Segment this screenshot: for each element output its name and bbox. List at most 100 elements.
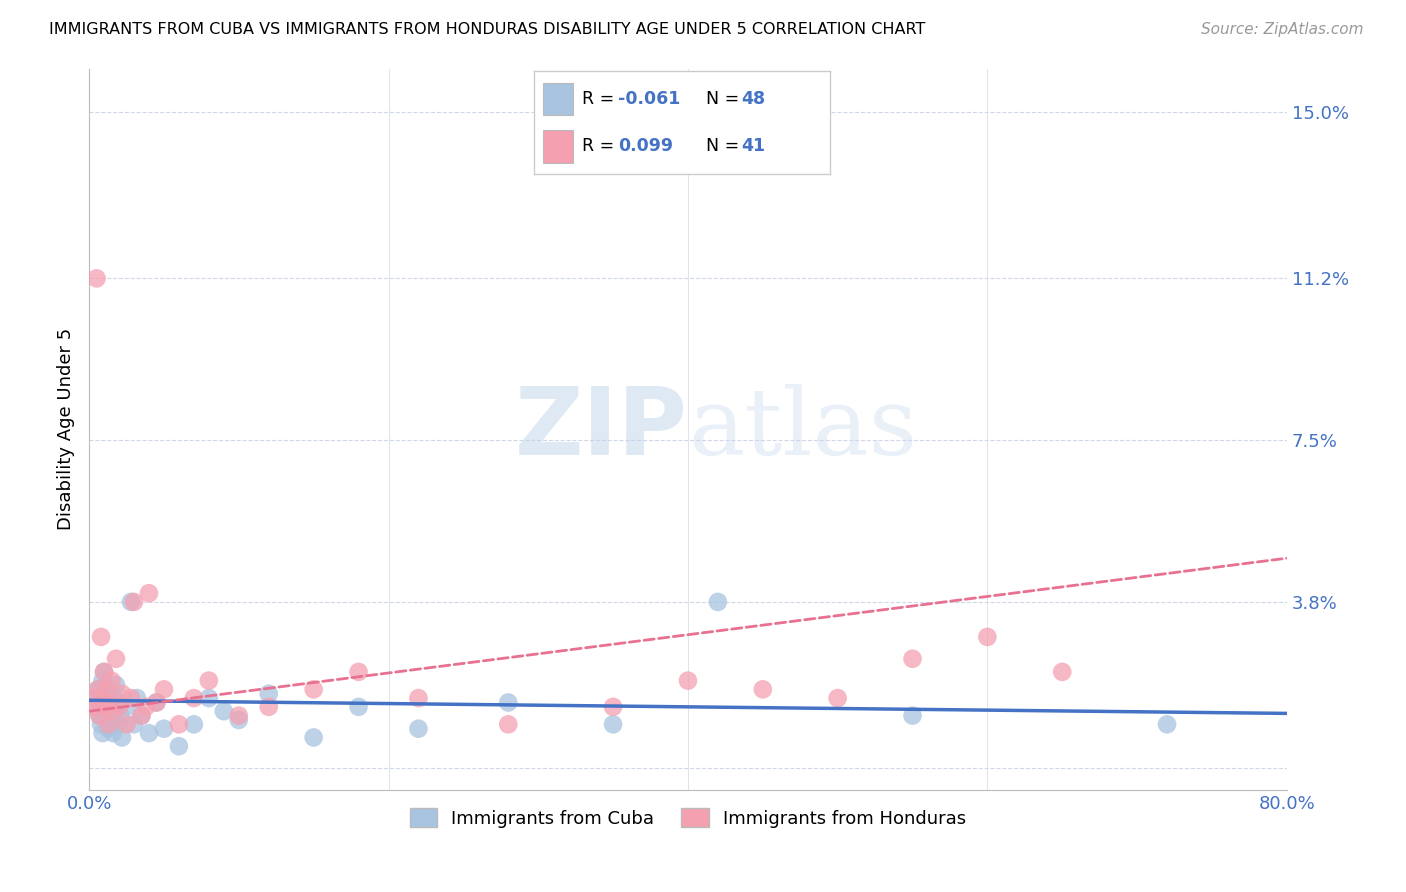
- Point: [145, 696, 167, 710]
- Text: Source: ZipAtlas.com: Source: ZipAtlas.com: [1201, 22, 1364, 37]
- Point: [91, 691, 114, 706]
- Point: [93, 665, 115, 679]
- Bar: [543, 130, 572, 162]
- Bar: [543, 83, 572, 115]
- Legend: Immigrants from Cuba, Immigrants from Honduras: Immigrants from Cuba, Immigrants from Ho…: [402, 801, 973, 835]
- Point: [89, 708, 111, 723]
- Point: [107, 717, 129, 731]
- Point: [105, 652, 128, 666]
- Point: [228, 713, 250, 727]
- Point: [91, 673, 114, 688]
- Point: [198, 691, 221, 706]
- Point: [498, 696, 520, 710]
- Point: [131, 708, 153, 723]
- Text: R =: R =: [582, 90, 619, 108]
- Point: [228, 708, 250, 723]
- Point: [97, 696, 120, 710]
- Point: [103, 704, 125, 718]
- Point: [153, 682, 176, 697]
- Point: [101, 691, 124, 706]
- Point: [257, 687, 280, 701]
- Point: [138, 726, 160, 740]
- Point: [91, 726, 114, 740]
- Text: N =: N =: [706, 90, 744, 108]
- Point: [101, 704, 124, 718]
- Text: -0.061: -0.061: [619, 90, 681, 108]
- Point: [87, 682, 110, 697]
- Point: [97, 717, 120, 731]
- Point: [183, 717, 205, 731]
- Point: [115, 699, 138, 714]
- Point: [498, 717, 520, 731]
- Point: [98, 699, 121, 714]
- Point: [1052, 665, 1074, 679]
- Point: [90, 630, 112, 644]
- Point: [97, 722, 120, 736]
- Point: [1156, 717, 1178, 731]
- Point: [115, 717, 138, 731]
- Text: IMMIGRANTS FROM CUBA VS IMMIGRANTS FROM HONDURAS DISABILITY AGE UNDER 5 CORRELAT: IMMIGRANTS FROM CUBA VS IMMIGRANTS FROM …: [49, 22, 925, 37]
- Point: [105, 678, 128, 692]
- Point: [198, 673, 221, 688]
- Point: [602, 717, 624, 731]
- Point: [100, 687, 122, 701]
- Point: [212, 704, 235, 718]
- Point: [408, 722, 430, 736]
- Point: [707, 595, 730, 609]
- Point: [408, 691, 430, 706]
- Point: [94, 704, 117, 718]
- Point: [167, 739, 190, 754]
- Point: [138, 586, 160, 600]
- Point: [83, 691, 105, 706]
- Point: [183, 691, 205, 706]
- Point: [752, 682, 775, 697]
- Point: [111, 687, 134, 701]
- Point: [302, 682, 325, 697]
- Point: [901, 708, 924, 723]
- Point: [93, 665, 115, 679]
- Point: [84, 699, 107, 714]
- Point: [108, 696, 131, 710]
- Text: 41: 41: [741, 137, 765, 155]
- Text: 48: 48: [741, 90, 765, 108]
- Point: [120, 691, 142, 706]
- Point: [90, 696, 112, 710]
- Point: [122, 595, 145, 609]
- Point: [131, 708, 153, 723]
- Text: 0.099: 0.099: [619, 137, 673, 155]
- Text: atlas: atlas: [688, 384, 917, 475]
- Point: [110, 708, 132, 723]
- Text: R =: R =: [582, 137, 619, 155]
- Point: [135, 699, 157, 714]
- Point: [120, 595, 142, 609]
- Point: [347, 699, 370, 714]
- Point: [125, 691, 148, 706]
- Point: [100, 673, 122, 688]
- Text: N =: N =: [706, 137, 744, 155]
- Text: ZIP: ZIP: [515, 384, 688, 475]
- Point: [98, 696, 121, 710]
- Point: [676, 673, 699, 688]
- Point: [96, 682, 118, 697]
- Point: [602, 699, 624, 714]
- Point: [96, 682, 118, 697]
- Point: [145, 696, 167, 710]
- Point: [108, 699, 131, 714]
- Point: [111, 731, 134, 745]
- Point: [93, 691, 115, 706]
- Point: [257, 699, 280, 714]
- Point: [90, 717, 112, 731]
- Point: [976, 630, 998, 644]
- Point: [86, 271, 108, 285]
- Point: [100, 708, 122, 723]
- Point: [167, 717, 190, 731]
- Point: [347, 665, 370, 679]
- Point: [83, 691, 105, 706]
- Point: [901, 652, 924, 666]
- Point: [89, 708, 111, 723]
- Point: [94, 699, 117, 714]
- Point: [96, 713, 118, 727]
- Point: [302, 731, 325, 745]
- Point: [122, 717, 145, 731]
- Point: [153, 722, 176, 736]
